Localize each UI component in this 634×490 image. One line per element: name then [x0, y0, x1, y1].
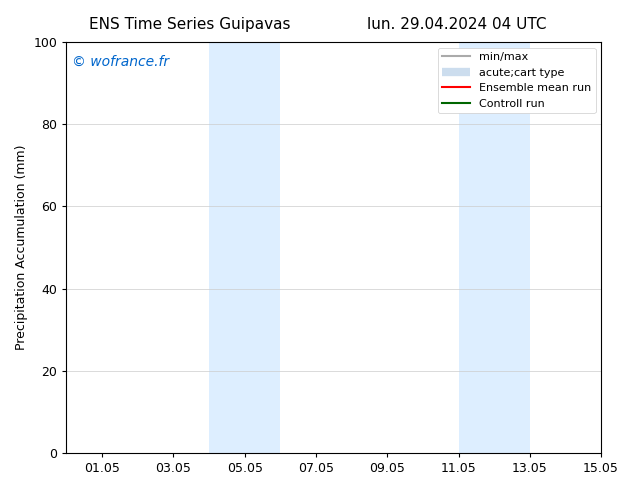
Y-axis label: Precipitation Accumulation (mm): Precipitation Accumulation (mm)	[15, 145, 28, 350]
Legend: min/max, acute;cart type, Ensemble mean run, Controll run: min/max, acute;cart type, Ensemble mean …	[437, 48, 595, 113]
Text: © wofrance.fr: © wofrance.fr	[72, 54, 169, 69]
Text: lun. 29.04.2024 04 UTC: lun. 29.04.2024 04 UTC	[366, 17, 547, 32]
Bar	[458, 42, 530, 453]
Bar	[209, 42, 280, 453]
Text: ENS Time Series Guipavas: ENS Time Series Guipavas	[89, 17, 291, 32]
